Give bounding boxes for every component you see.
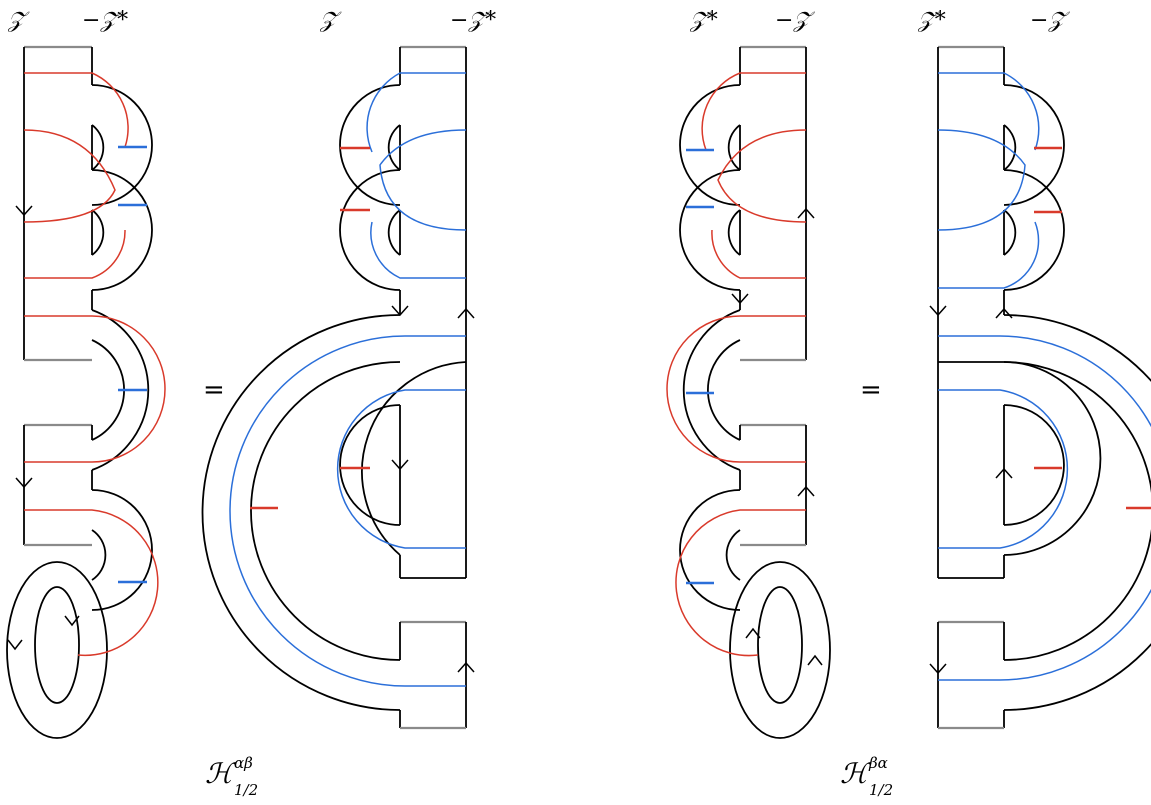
p1-handle-2-outer xyxy=(91,169,153,291)
p1-arrow-1 xyxy=(15,205,33,217)
p2-arrow-2 xyxy=(457,307,475,319)
p4-blue-curve-5 xyxy=(938,389,1069,549)
p2-big-arc-outer xyxy=(201,314,401,711)
p1-arrow-4 xyxy=(64,615,80,627)
p3-handle-2-inner xyxy=(727,209,741,256)
p4-blue-curve-3 xyxy=(938,221,1040,289)
p1-red-curve-1 xyxy=(24,72,129,148)
p2-blue-curve-2 xyxy=(379,129,467,231)
p2-blue-curve-3 xyxy=(370,221,466,279)
p1-red-curve-2 xyxy=(23,129,116,223)
equals-sign-2: = xyxy=(860,375,882,405)
p2-right-label: −𝒵* xyxy=(450,8,496,33)
caption-2-sup: βα xyxy=(868,754,888,772)
p3-handle-2-outer xyxy=(679,169,741,291)
p4-handle-1-outer xyxy=(1003,84,1065,206)
p2-big-arc-inner xyxy=(250,361,401,661)
p3-connector-outer xyxy=(682,309,741,471)
p4-big-arc-inner xyxy=(1003,361,1151,661)
p1-right-label: −𝒵* xyxy=(82,8,128,33)
p3-handle-1-outer xyxy=(679,84,741,206)
p3-red-curve-3 xyxy=(711,229,806,279)
p1-ellipse-outer xyxy=(6,561,108,739)
p3-red-curve-4 xyxy=(666,315,806,463)
p2-arrow-1 xyxy=(391,305,409,317)
caption-2-base: ℋ xyxy=(840,757,872,790)
p3-lower-handle-outer xyxy=(679,489,741,611)
p4-left-label: 𝒵* xyxy=(917,8,946,33)
panel-3-diagram xyxy=(666,45,831,739)
p3-lower-handle-inner xyxy=(725,529,741,581)
p1-arrow-3 xyxy=(7,639,23,651)
p4-handle-2-inner xyxy=(1003,209,1017,256)
p2-handle-2-inner xyxy=(387,209,401,256)
p4-handle-1-inner xyxy=(1003,124,1017,171)
p3-arrow-4 xyxy=(745,627,761,639)
p3-handle-1-inner xyxy=(727,124,741,171)
p2-mid-handle-outer xyxy=(361,361,467,556)
panel-4-diagram xyxy=(929,45,1151,730)
p2-handle-1-outer xyxy=(339,84,401,206)
p2-mid-handle-inner xyxy=(339,404,401,526)
p4-arrow-1 xyxy=(929,305,947,317)
p4-arrow-4 xyxy=(929,663,947,675)
p1-left-label: 𝒵 xyxy=(7,8,30,33)
p1-lower-handle-inner xyxy=(91,529,107,581)
panel-2-diagram xyxy=(201,45,475,730)
p3-red-curve-1 xyxy=(700,72,806,151)
caption-1-base: ℋ xyxy=(205,757,237,790)
p2-arrow-4 xyxy=(457,661,475,673)
p4-right-label: −𝒵 xyxy=(1030,8,1070,33)
p1-arrow-2 xyxy=(15,477,33,489)
p2-handle-2-outer xyxy=(339,169,401,291)
caption-1-sup: αβ xyxy=(234,754,253,772)
p4-arrow-2 xyxy=(995,307,1013,319)
p2-left-label: 𝒵 xyxy=(319,8,342,33)
p2-blue-curve-4 xyxy=(229,335,466,687)
panel-1-diagram xyxy=(6,45,166,739)
p1-red-curve-4 xyxy=(24,315,166,463)
p4-handle-2-outer xyxy=(1003,169,1065,291)
p3-right-label: −𝒵 xyxy=(775,8,815,33)
p4-mid-handle-outer xyxy=(938,361,1102,556)
p3-red-curve-2 xyxy=(717,129,807,223)
p3-arrow-5 xyxy=(807,654,823,666)
p3-arrow-1 xyxy=(797,207,815,219)
equals-sign-1: = xyxy=(203,375,225,405)
p4-blue-curve-4 xyxy=(938,335,1151,681)
p1-handle-1-inner xyxy=(91,124,105,171)
p3-connector-inner xyxy=(707,339,741,441)
p1-red-curve-3 xyxy=(24,229,126,279)
p3-ellipse-inner xyxy=(757,586,803,704)
p4-blue-curve-1 xyxy=(938,72,1040,151)
caption-h-alpha-beta: ℋ αβ 1/2 xyxy=(205,754,258,799)
p2-arrow-3 xyxy=(391,459,409,471)
p1-handle-2-inner xyxy=(91,209,105,256)
p3-arrow-3 xyxy=(797,485,815,497)
p4-blue-curve-2 xyxy=(937,129,1026,231)
p1-connector-outer xyxy=(91,309,150,471)
p4-big-arc-outer xyxy=(1003,314,1151,711)
p1-ellipse-inner xyxy=(34,586,80,704)
p2-blue-curve-5 xyxy=(336,389,466,549)
caption-1-sub: 1/2 xyxy=(234,781,258,799)
p3-arrow-2 xyxy=(731,293,749,305)
caption-2-sub: 1/2 xyxy=(869,781,893,799)
p1-handle-1-outer xyxy=(91,84,153,206)
p1-lower-handle-outer xyxy=(91,489,153,611)
p2-handle-1-inner xyxy=(387,124,401,171)
p1-red-curve-5 xyxy=(24,509,159,657)
caption-h-beta-alpha: ℋ βα 1/2 xyxy=(840,754,893,799)
p3-ellipse-outer xyxy=(729,561,831,739)
p2-blue-curve-1 xyxy=(366,72,466,153)
p3-red-curve-5 xyxy=(675,509,806,657)
p3-left-label: 𝒵* xyxy=(689,8,718,33)
p4-arrow-3 xyxy=(995,467,1013,479)
p4-mid-handle-inner xyxy=(1003,404,1065,526)
